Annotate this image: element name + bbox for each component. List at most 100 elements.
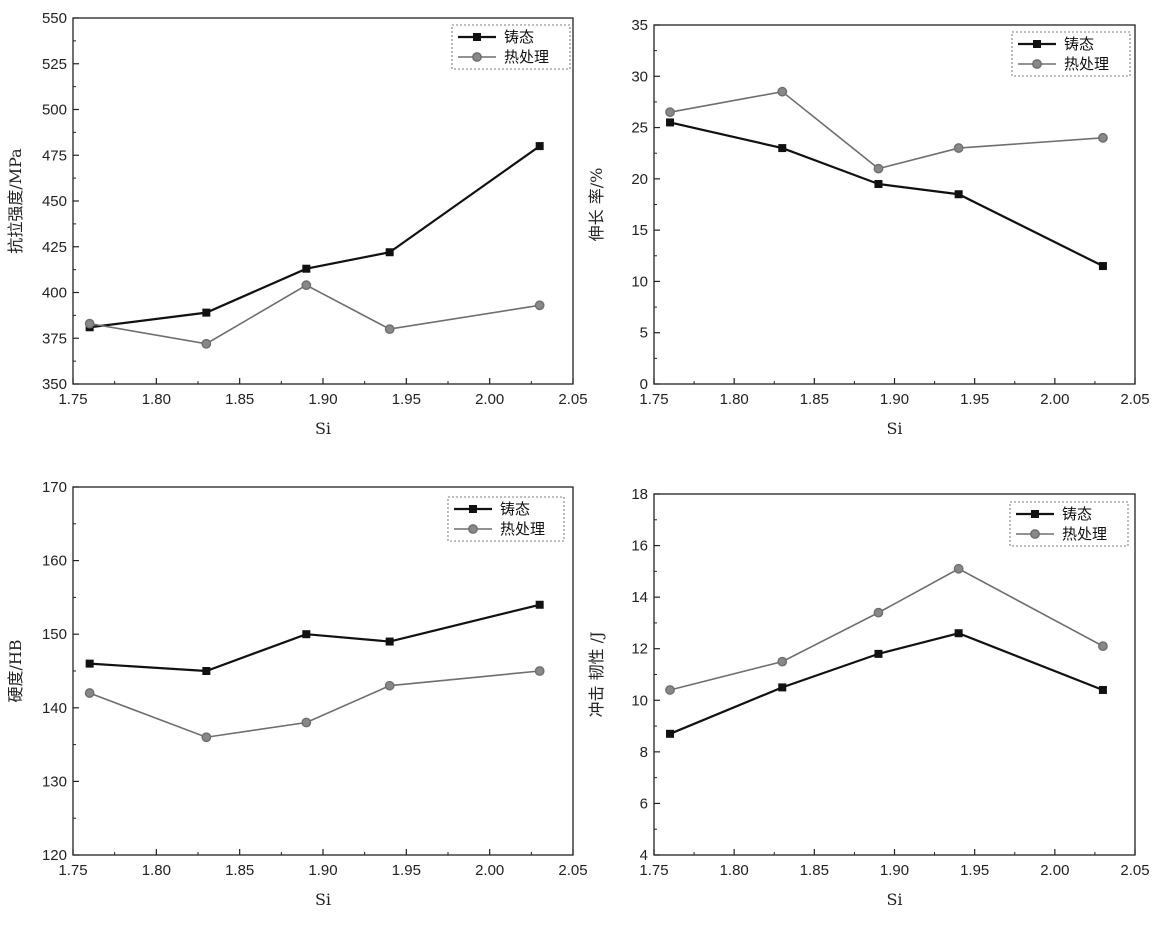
x-tick-label: 2.05 xyxy=(1120,391,1149,408)
legend-marker-square xyxy=(469,505,477,513)
x-tick-label: 1.80 xyxy=(720,391,749,408)
chart-panel-2: 1.75 1.80 1.85 1.90 1.95 2.00 2.05 0 5 10 15 20 25 30… xyxy=(587,17,1150,438)
data-point-circle xyxy=(534,666,545,676)
data-point-circle xyxy=(953,563,964,574)
x-tick-label: 1.85 xyxy=(225,862,254,879)
data-point-square xyxy=(1098,262,1107,271)
x-tick-label: 1.80 xyxy=(142,862,171,879)
series-line-2 xyxy=(89,670,540,739)
x-tick-label: 1.75 xyxy=(58,391,87,408)
y-tick-label: 450 xyxy=(42,193,67,210)
data-point-circle xyxy=(201,732,212,743)
legend-marker-circle xyxy=(1032,59,1042,69)
data-point-square xyxy=(202,308,211,317)
series-line-2 xyxy=(669,567,1104,691)
x-tick-label: 2.00 xyxy=(1040,391,1069,408)
y-tick-label: 350 xyxy=(42,376,67,393)
x-axis-title: Si xyxy=(886,890,902,909)
x-tick-label: 2.00 xyxy=(475,862,504,879)
x-tick-label: 1.95 xyxy=(392,862,421,879)
data-point-square xyxy=(874,649,883,658)
data-point-square xyxy=(302,630,311,639)
x-tick-label: 1.80 xyxy=(720,862,749,879)
data-point-square xyxy=(666,729,675,738)
data-point-circle xyxy=(665,685,675,695)
y-tick-label: 16 xyxy=(631,538,648,555)
legend-label: 铸态 xyxy=(1062,505,1092,523)
y-axis-title: 硬度/HB xyxy=(6,639,25,702)
x-tick-label: 1.90 xyxy=(308,391,337,408)
data-point-circle xyxy=(777,86,788,97)
x-tick-label: 1.95 xyxy=(960,391,989,408)
x-tick-label: 1.80 xyxy=(142,391,171,408)
y-tick-label: 120 xyxy=(42,847,67,864)
chart-panel-1: 1.75 1.80 1.85 1.90 1.95 2.00 2.05 350 375 400 425… xyxy=(6,10,588,438)
legend-marker-square xyxy=(1033,40,1041,48)
x-tick-label: 2.05 xyxy=(558,862,587,879)
data-point-circle xyxy=(873,607,884,618)
y-tick-label: 8 xyxy=(640,744,648,761)
data-point-circle xyxy=(1098,641,1108,652)
x-tick-label: 1.75 xyxy=(58,862,87,879)
legend-marker-square xyxy=(473,33,481,41)
data-point-square xyxy=(535,600,544,609)
data-point-square xyxy=(535,142,544,151)
x-tick-label: 1.95 xyxy=(392,391,421,408)
y-tick-label: 400 xyxy=(42,285,67,302)
series-line-1 xyxy=(669,632,1104,735)
y-tick-label: 500 xyxy=(42,102,67,119)
x-tick-label: 1.85 xyxy=(225,391,254,408)
data-point-square xyxy=(874,179,883,188)
legend-marker-circle xyxy=(472,52,482,62)
data-point-circle xyxy=(301,280,312,291)
series-line-2 xyxy=(89,284,540,345)
y-tick-label: 14 xyxy=(631,589,648,606)
y-tick-label: 140 xyxy=(42,700,67,717)
legend-label: 热处理 xyxy=(1062,525,1107,543)
y-tick-label: 375 xyxy=(42,330,67,347)
y-tick-label: 20 xyxy=(631,171,648,188)
y-tick-label: 5 xyxy=(640,325,648,342)
legend-label: 铸态 xyxy=(504,28,534,46)
y-tick-label: 10 xyxy=(631,273,648,290)
y-axis-title: 伸长 率/% xyxy=(587,168,606,242)
y-tick-label: 4 xyxy=(640,847,648,864)
data-point-circle xyxy=(665,107,675,118)
data-point-circle xyxy=(1098,132,1108,143)
data-point-square xyxy=(85,659,94,668)
data-point-circle xyxy=(84,318,95,329)
y-tick-label: 150 xyxy=(42,626,67,643)
data-point-circle xyxy=(534,300,545,311)
chart-panel-4: 1.75 1.80 1.85 1.90 1.95 2.00 2.05 4 6 8 10 12 14 16 1… xyxy=(587,486,1150,909)
data-point-circle xyxy=(384,324,395,334)
data-point-square xyxy=(666,118,675,127)
x-tick-label: 2.00 xyxy=(475,391,504,408)
legend-marker-circle xyxy=(1030,529,1040,539)
data-point-square xyxy=(1098,685,1107,694)
data-point-square xyxy=(954,629,963,638)
legend-label: 热处理 xyxy=(500,520,545,538)
y-tick-label: 525 xyxy=(42,56,67,73)
legend-label: 铸态 xyxy=(1064,35,1094,53)
y-axis-title: 抗拉强度/MPa xyxy=(6,148,25,254)
chart-panel-3: 1.75 1.80 1.85 1.90 1.95 2.00 2.05 120 130 140 150… xyxy=(6,479,588,909)
y-tick-label: 25 xyxy=(631,120,648,137)
series-line-1 xyxy=(89,603,540,673)
x-axis-title: Si xyxy=(315,419,331,438)
x-axis-title: Si xyxy=(315,890,331,909)
y-tick-label: 6 xyxy=(640,795,648,812)
y-axis-title: 冲击 韧性 /J xyxy=(587,632,606,718)
series-line-1 xyxy=(669,121,1104,268)
x-tick-label: 2.05 xyxy=(558,391,587,408)
y-tick-label: 425 xyxy=(42,239,67,256)
legend-box xyxy=(451,24,571,70)
x-tick-label: 1.90 xyxy=(308,862,337,879)
y-tick-label: 35 xyxy=(631,17,648,34)
data-point-square xyxy=(954,190,963,199)
legend-label: 热处理 xyxy=(1064,55,1109,73)
y-tick-label: 160 xyxy=(42,553,67,570)
data-point-circle xyxy=(777,656,788,667)
plot-frame xyxy=(653,24,1136,385)
